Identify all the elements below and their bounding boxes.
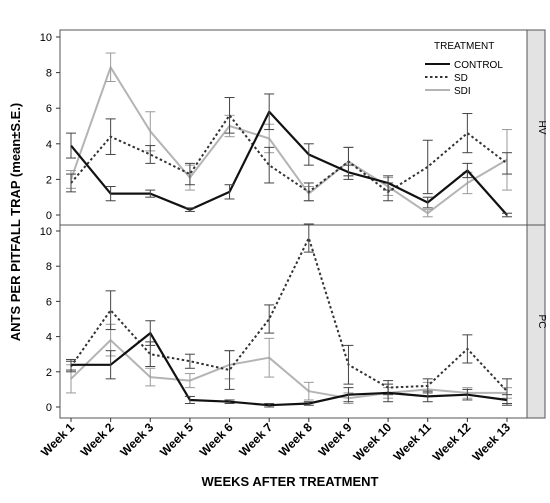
series-line bbox=[71, 332, 508, 407]
x-tick-label: Week 8 bbox=[276, 420, 315, 459]
strip-background bbox=[526, 224, 546, 419]
y-tick-label: 0 bbox=[46, 402, 52, 414]
y-tick-label: 2 bbox=[46, 367, 52, 379]
y-tick-label: 8 bbox=[46, 68, 52, 80]
series-sdi bbox=[66, 323, 512, 404]
x-tick-label: Week 2 bbox=[78, 420, 117, 459]
series-line bbox=[70, 237, 508, 392]
panel-hv: HV 0 2 4 6 8 10 bbox=[40, 29, 547, 226]
panel-pc: PC 0 2 4 6 8 10 bbox=[40, 223, 547, 419]
series-control bbox=[66, 320, 512, 408]
y-axis-title: ANTS PER PITFALL TRAP (mean±S.E.) bbox=[8, 103, 23, 342]
strip-label: PC bbox=[536, 315, 547, 329]
strip-label: HV bbox=[536, 121, 547, 135]
legend: TREATMENT CONTROL SD SDI bbox=[425, 41, 503, 97]
panel-frame bbox=[59, 224, 528, 419]
y-tick-label: 0 bbox=[46, 210, 52, 222]
series-line bbox=[70, 110, 508, 216]
y-tick-label: 2 bbox=[46, 174, 52, 186]
x-tick-label: Week 13 bbox=[469, 420, 513, 464]
x-axis: Week 1 Week 2 Week 3 Week 5 Week 6 Week 7 Week… bbox=[38, 418, 513, 464]
x-tick-label: Week 9 bbox=[316, 420, 355, 459]
x-tick-label: Week 3 bbox=[117, 420, 156, 459]
legend-label-sd: SD bbox=[454, 73, 468, 84]
x-tick-label: Week 12 bbox=[430, 420, 474, 464]
series-line bbox=[70, 339, 507, 400]
legend-title: TREATMENT bbox=[434, 41, 494, 52]
y-tick-label: 4 bbox=[46, 139, 52, 151]
x-tick-label: Week 7 bbox=[236, 420, 275, 459]
series-line bbox=[70, 114, 508, 193]
series-sd bbox=[66, 223, 512, 404]
legend-label-control: CONTROL bbox=[454, 60, 503, 71]
series-sd bbox=[66, 97, 512, 202]
y-tick-label: 6 bbox=[46, 103, 52, 115]
series-line bbox=[70, 66, 508, 215]
y-tick-label: 4 bbox=[46, 332, 52, 344]
y-tick-label: 6 bbox=[46, 296, 52, 308]
x-tick-label: Week 6 bbox=[197, 420, 236, 459]
y-tick-label: 10 bbox=[40, 32, 52, 44]
legend-label-sdi: SDI bbox=[454, 86, 471, 97]
x-tick-label: Week 10 bbox=[351, 420, 395, 464]
x-tick-label: Week 1 bbox=[38, 420, 77, 459]
series-control bbox=[66, 93, 512, 218]
x-axis-title: WEEKS AFTER TREATMENT bbox=[202, 474, 379, 489]
y-tick-label: 8 bbox=[46, 261, 52, 273]
x-tick-label: Week 11 bbox=[391, 420, 434, 463]
x-tick-label: Week 5 bbox=[157, 420, 196, 459]
y-tick-label: 10 bbox=[40, 226, 52, 238]
